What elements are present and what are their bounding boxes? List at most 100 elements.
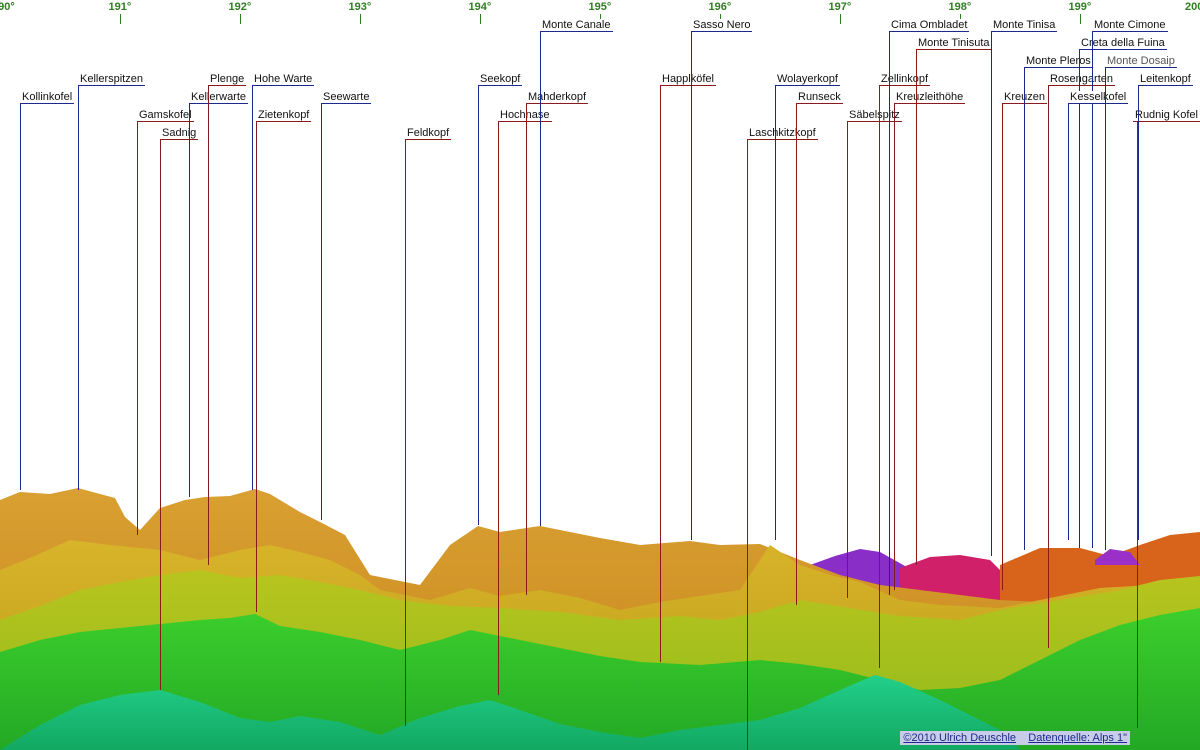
degree-tick <box>120 14 121 24</box>
peak-label: Laschkitzkopf <box>747 127 818 139</box>
peak-label-underline <box>208 85 246 86</box>
peak-leader-line <box>78 85 79 490</box>
degree-tick <box>1080 14 1081 24</box>
peak-label-underline <box>691 31 752 32</box>
peak-leader-line <box>252 85 253 490</box>
peak-label: Seewarte <box>321 91 372 103</box>
peak-leader-line <box>137 121 138 535</box>
peak-label: Happlköfel <box>660 73 716 85</box>
peak-label-underline <box>1133 121 1200 122</box>
degree-label: 195° <box>588 1 612 13</box>
peak-label-underline <box>775 85 840 86</box>
peak-leader-line <box>889 31 890 595</box>
peak-leader-line <box>1068 103 1069 540</box>
peak-label-underline <box>796 103 843 104</box>
peak-label: Wolayerkopf <box>775 73 840 85</box>
peak-label-underline <box>1105 67 1177 68</box>
peak-label-underline <box>747 139 818 140</box>
peak-label: Kollinkofel <box>20 91 75 103</box>
degree-label: 196° <box>708 1 732 13</box>
peak-leader-line <box>1079 49 1080 548</box>
peak-leader-line <box>189 103 190 497</box>
peak-leader-line <box>1002 103 1003 590</box>
peak-label: Sadnig <box>160 127 199 139</box>
degree-tick <box>240 14 241 24</box>
peak-label-underline <box>20 103 74 104</box>
peak-leader-line <box>1105 67 1106 550</box>
peak-label-underline <box>1048 85 1115 86</box>
peak-label-underline <box>540 31 613 32</box>
peak-leader-line <box>879 85 880 668</box>
peak-label-underline <box>78 85 145 86</box>
peak-label: Cima Ombladet <box>889 19 970 31</box>
peak-leader-line <box>1137 121 1138 728</box>
peak-label-underline <box>660 85 716 86</box>
peak-label-underline <box>1024 67 1093 68</box>
peak-label-underline <box>160 139 198 140</box>
peak-label: Zellinkopf <box>879 73 931 85</box>
peak-label-underline <box>1138 85 1193 86</box>
peak-label: Sasso Nero <box>691 19 753 31</box>
peak-label: Rudnig Kofel <box>1133 109 1200 121</box>
peak-label-underline <box>252 85 314 86</box>
peak-label: Rosengarten <box>1048 73 1115 85</box>
peak-leader-line <box>321 103 322 520</box>
peak-leader-line <box>1092 31 1093 548</box>
peak-leader-line <box>405 139 406 726</box>
degree-tick <box>360 14 361 24</box>
peak-leader-line <box>775 85 776 540</box>
peak-label-underline <box>1079 49 1167 50</box>
peak-label: Leitenkopf <box>1138 73 1193 85</box>
peak-label: Kellerspitzen <box>78 73 145 85</box>
degree-label: 191° <box>108 1 132 13</box>
data-source-credit[interactable]: Datenquelle: Alps 1" <box>1028 732 1127 744</box>
peak-leader-line <box>660 85 661 662</box>
peak-label-underline <box>991 31 1057 32</box>
peak-label: Säbelspitz <box>847 109 902 121</box>
degree-label: 193° <box>348 1 372 13</box>
peak-leader-line <box>526 103 527 595</box>
peak-leader-line <box>478 85 479 525</box>
peak-leader-line <box>20 103 21 490</box>
credits-footer[interactable]: ©2010 Ulrich Deuschle Datenquelle: Alps … <box>900 731 1130 745</box>
peak-label: Monte Canale <box>540 19 613 31</box>
peak-leader-line <box>1048 85 1049 648</box>
peak-label: Mahderkopf <box>526 91 589 103</box>
peak-leader-line <box>208 85 209 565</box>
peak-label-underline <box>321 103 371 104</box>
peak-label-underline <box>498 121 552 122</box>
peak-label: Seekopf <box>478 73 523 85</box>
peak-leader-line <box>691 31 692 540</box>
degree-label: 198° <box>948 1 972 13</box>
peak-label-underline <box>526 103 588 104</box>
peak-label: Monte Tinisa <box>991 19 1058 31</box>
peak-label-underline <box>1092 31 1168 32</box>
peak-leader-line <box>1024 67 1025 550</box>
author-credit[interactable]: ©2010 Ulrich Deuschle <box>903 732 1017 744</box>
peak-leader-line <box>747 139 748 750</box>
peak-label: Zietenkopf <box>256 109 312 121</box>
peak-label: Hohe Warte <box>252 73 315 85</box>
peak-label-underline <box>879 85 930 86</box>
peak-label: Gamskofel <box>137 109 194 121</box>
peak-label: Monte Tinisuta <box>916 37 992 49</box>
peak-label: Hochnase <box>498 109 552 121</box>
peak-label: Kreuzleithöhe <box>894 91 966 103</box>
peak-label-underline <box>256 121 311 122</box>
degree-label: 200° <box>1185 1 1200 13</box>
peak-label: Runseck <box>796 91 843 103</box>
small-purple-peak <box>1095 549 1140 565</box>
degree-label: 190° <box>0 1 15 13</box>
degree-tick <box>840 14 841 24</box>
teal-foreground <box>0 675 1020 750</box>
peak-label-underline <box>405 139 451 140</box>
peak-leader-line <box>498 121 499 695</box>
peak-label: Kellerwarte <box>189 91 249 103</box>
peak-label-underline <box>847 121 902 122</box>
peak-label: Feldkopf <box>405 127 452 139</box>
peak-label: Monte Cimone <box>1092 19 1168 31</box>
peak-leader-line <box>1138 85 1139 540</box>
peak-label: Creta della Fuina <box>1079 37 1167 49</box>
